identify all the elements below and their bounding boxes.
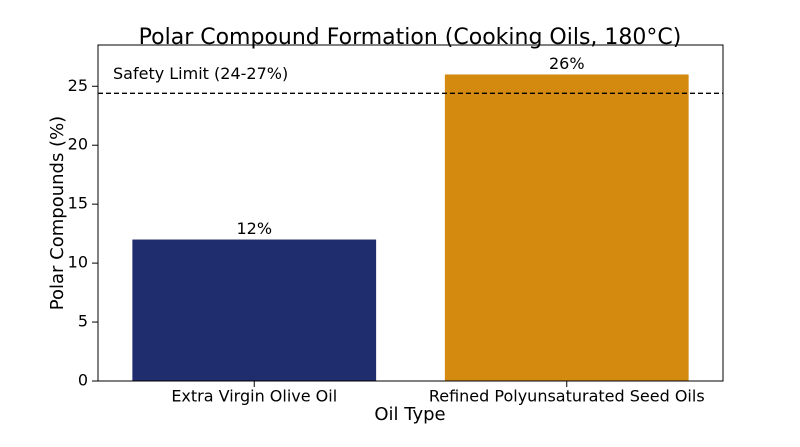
y-tick-label: 10 xyxy=(68,253,88,272)
reference-label: Safety Limit (24-27%) xyxy=(113,64,288,83)
x-tick-label: Extra Virgin Olive Oil xyxy=(171,387,337,406)
bar xyxy=(444,74,689,381)
y-tick-label: 5 xyxy=(78,312,88,331)
y-axis-label: Polar Compounds (%) xyxy=(47,116,68,310)
y-tick-label: 20 xyxy=(68,135,88,154)
chart-title: Polar Compound Formation (Cooking Oils, … xyxy=(139,25,682,50)
x-axis-label: Oil Type xyxy=(374,404,445,425)
value-label: 26% xyxy=(549,54,585,73)
bar xyxy=(132,239,377,381)
y-tick-label: 15 xyxy=(68,194,88,213)
value-label: 12% xyxy=(236,219,272,238)
y-tick-label: 25 xyxy=(68,76,88,95)
x-tick-label: Refined Polyunsaturated Seed Oils xyxy=(429,387,705,406)
y-tick-label: 0 xyxy=(78,371,88,390)
plot-frame xyxy=(97,44,724,382)
